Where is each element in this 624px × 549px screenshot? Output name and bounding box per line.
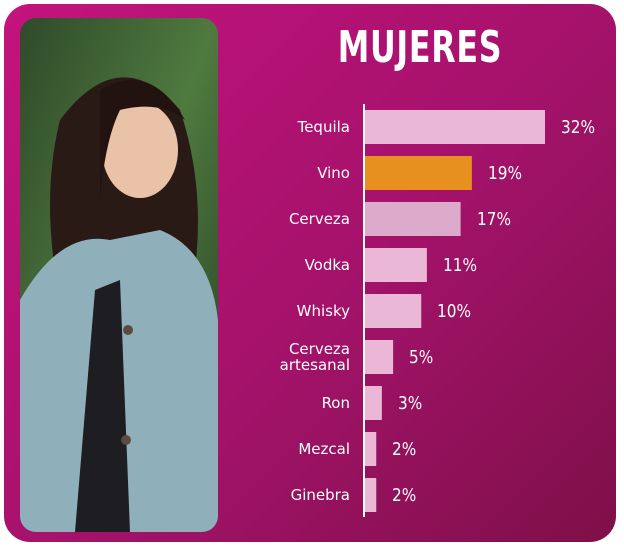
bar <box>365 432 377 466</box>
category-label: Mezcal <box>298 440 350 458</box>
value-label: 2% <box>392 438 417 460</box>
value-label: 17% <box>476 208 511 230</box>
category-label: Vino <box>317 164 350 182</box>
bar <box>365 294 422 328</box>
category-label: Ron <box>321 394 350 412</box>
category-label: Cerveza artesanal <box>279 340 350 374</box>
value-label: 32% <box>561 116 596 138</box>
category-label: Vodka <box>304 256 350 274</box>
category-label: Whisky <box>296 302 350 320</box>
category-label: Tequila <box>297 118 350 136</box>
chart-title: MUJERES <box>337 22 503 73</box>
category-label: Ginebra <box>290 486 350 504</box>
value-label: 3% <box>397 392 423 414</box>
bar <box>365 478 377 512</box>
photo <box>20 18 218 532</box>
bar <box>365 202 461 236</box>
value-label: 5% <box>409 346 434 368</box>
category-label: Cerveza <box>288 210 350 228</box>
bar <box>365 110 545 144</box>
value-label: 2% <box>392 484 417 506</box>
value-label: 11% <box>442 254 477 276</box>
bar <box>365 156 472 190</box>
value-label: 10% <box>437 300 472 322</box>
bar <box>365 248 427 282</box>
value-label: 19% <box>487 162 522 184</box>
bar <box>365 386 382 420</box>
bar <box>365 340 394 374</box>
